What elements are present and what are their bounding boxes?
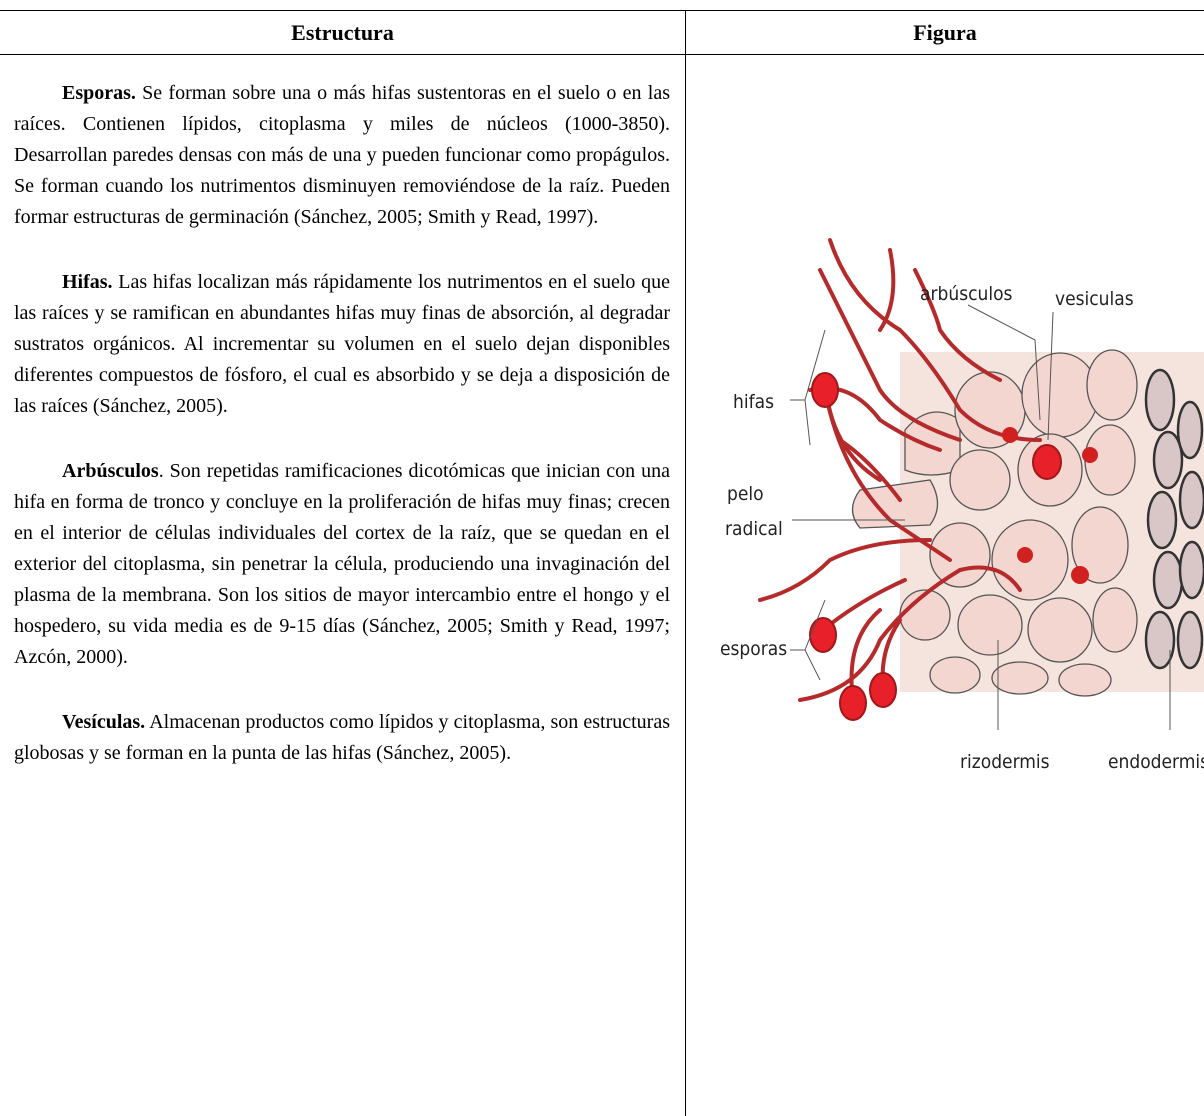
description: Las hifas localizan más rápidamente los … [14,271,670,417]
description: Almacenan productos como lípidos y citop… [14,711,670,764]
figure-label: arbúsculos [920,283,1013,305]
figure-label: radical [725,518,783,540]
description: . Son repetidas ramificaciones dicotómic… [14,460,670,668]
description: Se forman sobre una o más hifas sustento… [14,82,670,228]
figure-label: hifas [733,391,774,413]
column-divider [685,10,686,1116]
figure-label: endodermis [1108,751,1204,773]
figure-label: vesiculas [1055,288,1134,310]
term: Hifas. [62,271,113,293]
paragraph: Vesículas. Almacenan productos como lípi… [14,707,670,769]
figure-label: rizodermis [960,751,1050,773]
term: Vesículas. [62,711,146,733]
column-header: Figura [913,20,977,45]
mycorrhiza-figure: arbúsculos vesiculas hifas pelo radical … [720,238,1204,773]
paragraph: Esporas. Se forman sobre una o más hifas… [14,78,670,233]
header-border [0,54,1204,55]
paragraph: Arbúsculos. Son repetidas ramificaciones… [14,456,670,673]
paragraph: Hifas. Las hifas localizan más rápidamen… [14,267,670,422]
term: Esporas. [62,82,136,104]
figure-label: esporas [720,638,787,660]
figure-label: pelo [727,483,764,505]
column-header: Estructura [291,20,394,45]
illustration [758,238,1204,730]
structure-text: Esporas. Se forman sobre una o más hifas… [14,78,670,803]
table-top-border [0,10,1204,11]
term: Arbúsculos [62,460,159,482]
